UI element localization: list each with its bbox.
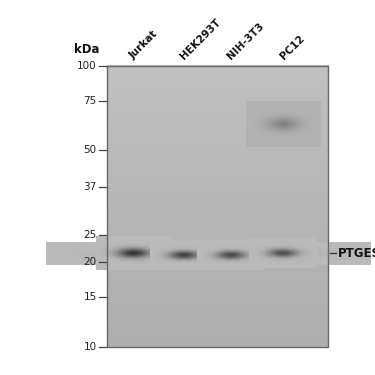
Text: kDa: kDa	[74, 43, 99, 56]
Text: HEK293T: HEK293T	[178, 17, 223, 61]
Text: 50: 50	[84, 145, 97, 155]
Text: 15: 15	[84, 292, 97, 302]
Text: 37: 37	[84, 182, 97, 192]
Text: PTGES3: PTGES3	[338, 247, 375, 260]
Bar	[107, 66, 328, 347]
Text: 25: 25	[84, 230, 97, 240]
Text: 75: 75	[84, 96, 97, 106]
Text: 10: 10	[84, 342, 97, 352]
Text: 100: 100	[77, 61, 97, 70]
Text: Jurkat: Jurkat	[128, 29, 160, 61]
Text: NIH-3T3: NIH-3T3	[225, 21, 266, 61]
Text: PC12: PC12	[278, 33, 306, 61]
Text: 20: 20	[84, 257, 97, 267]
